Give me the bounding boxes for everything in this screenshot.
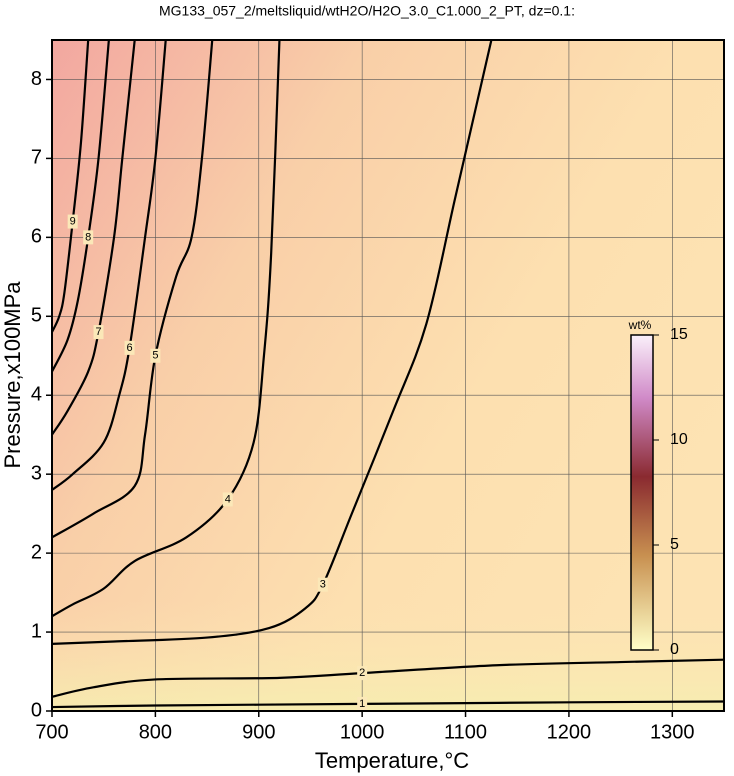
contour-label: 5 xyxy=(152,350,158,362)
y-tick-label: 2 xyxy=(31,541,42,563)
contour-line xyxy=(52,658,724,698)
x-tick-label: 1300 xyxy=(650,721,695,743)
contour-label: 6 xyxy=(126,342,132,354)
y-tick-label: 0 xyxy=(31,699,42,721)
x-tick-label: 1000 xyxy=(340,721,385,743)
plot-area: 1 2 3 4 5 6 7 89 xyxy=(52,40,724,711)
contour-line xyxy=(52,40,214,539)
plot-frame xyxy=(51,39,725,712)
contour-line xyxy=(52,40,136,436)
y-tick-label: 6 xyxy=(31,226,42,248)
contour-line xyxy=(52,40,90,333)
y-tick-label: 5 xyxy=(31,305,42,327)
contour-label-box xyxy=(357,666,368,681)
y-tick-label: 3 xyxy=(31,462,42,484)
x-tick-label: 800 xyxy=(139,721,172,743)
contour-label: 3 xyxy=(320,579,326,591)
contour-label: 9 xyxy=(70,215,76,227)
x-tick-label: 1100 xyxy=(444,721,487,743)
y-axis-label: Pressure,x100MPa xyxy=(0,281,25,469)
x-tick-label: 1200 xyxy=(547,721,592,743)
contour-label: 8 xyxy=(85,231,91,243)
y-tick-label: 8 xyxy=(31,68,42,90)
contour-label: 1 xyxy=(359,698,365,710)
colorbar xyxy=(630,334,654,651)
contour-label-box xyxy=(83,230,94,245)
y-tick-label: 4 xyxy=(31,384,42,406)
plot-background xyxy=(52,40,724,711)
contour-label-box xyxy=(357,696,368,711)
x-tick-label: 900 xyxy=(242,721,275,743)
chart-title: MG133_057_2/meltsliquid/wtH2O/H2O_3.0_C1… xyxy=(159,3,575,19)
contour-label-box xyxy=(93,325,104,340)
colorbar-tick-label: 0 xyxy=(670,641,679,658)
y-tick-label: 1 xyxy=(31,620,42,642)
contour-label: 7 xyxy=(95,326,101,338)
colorbar-label: wt% xyxy=(628,318,652,332)
contour-label-box xyxy=(67,214,78,229)
colorbar-tick-label: 15 xyxy=(670,326,688,343)
x-tick-label: 700 xyxy=(35,721,68,743)
contour-label: 4 xyxy=(225,493,231,505)
colorbar-tick-label: 10 xyxy=(670,431,688,448)
colorbar-tick-label: 5 xyxy=(670,536,679,553)
y-tick-label: 7 xyxy=(31,147,42,169)
contour-label: 2 xyxy=(359,667,365,679)
contour-label-box xyxy=(124,340,135,355)
contour-label-box xyxy=(222,492,233,507)
contour-label-box xyxy=(317,577,328,592)
plot-shade xyxy=(52,600,724,711)
contour-label-box xyxy=(150,348,161,363)
x-axis-label: Temperature,°C xyxy=(315,748,469,773)
contour-line xyxy=(52,40,110,373)
contour-line xyxy=(52,40,493,645)
